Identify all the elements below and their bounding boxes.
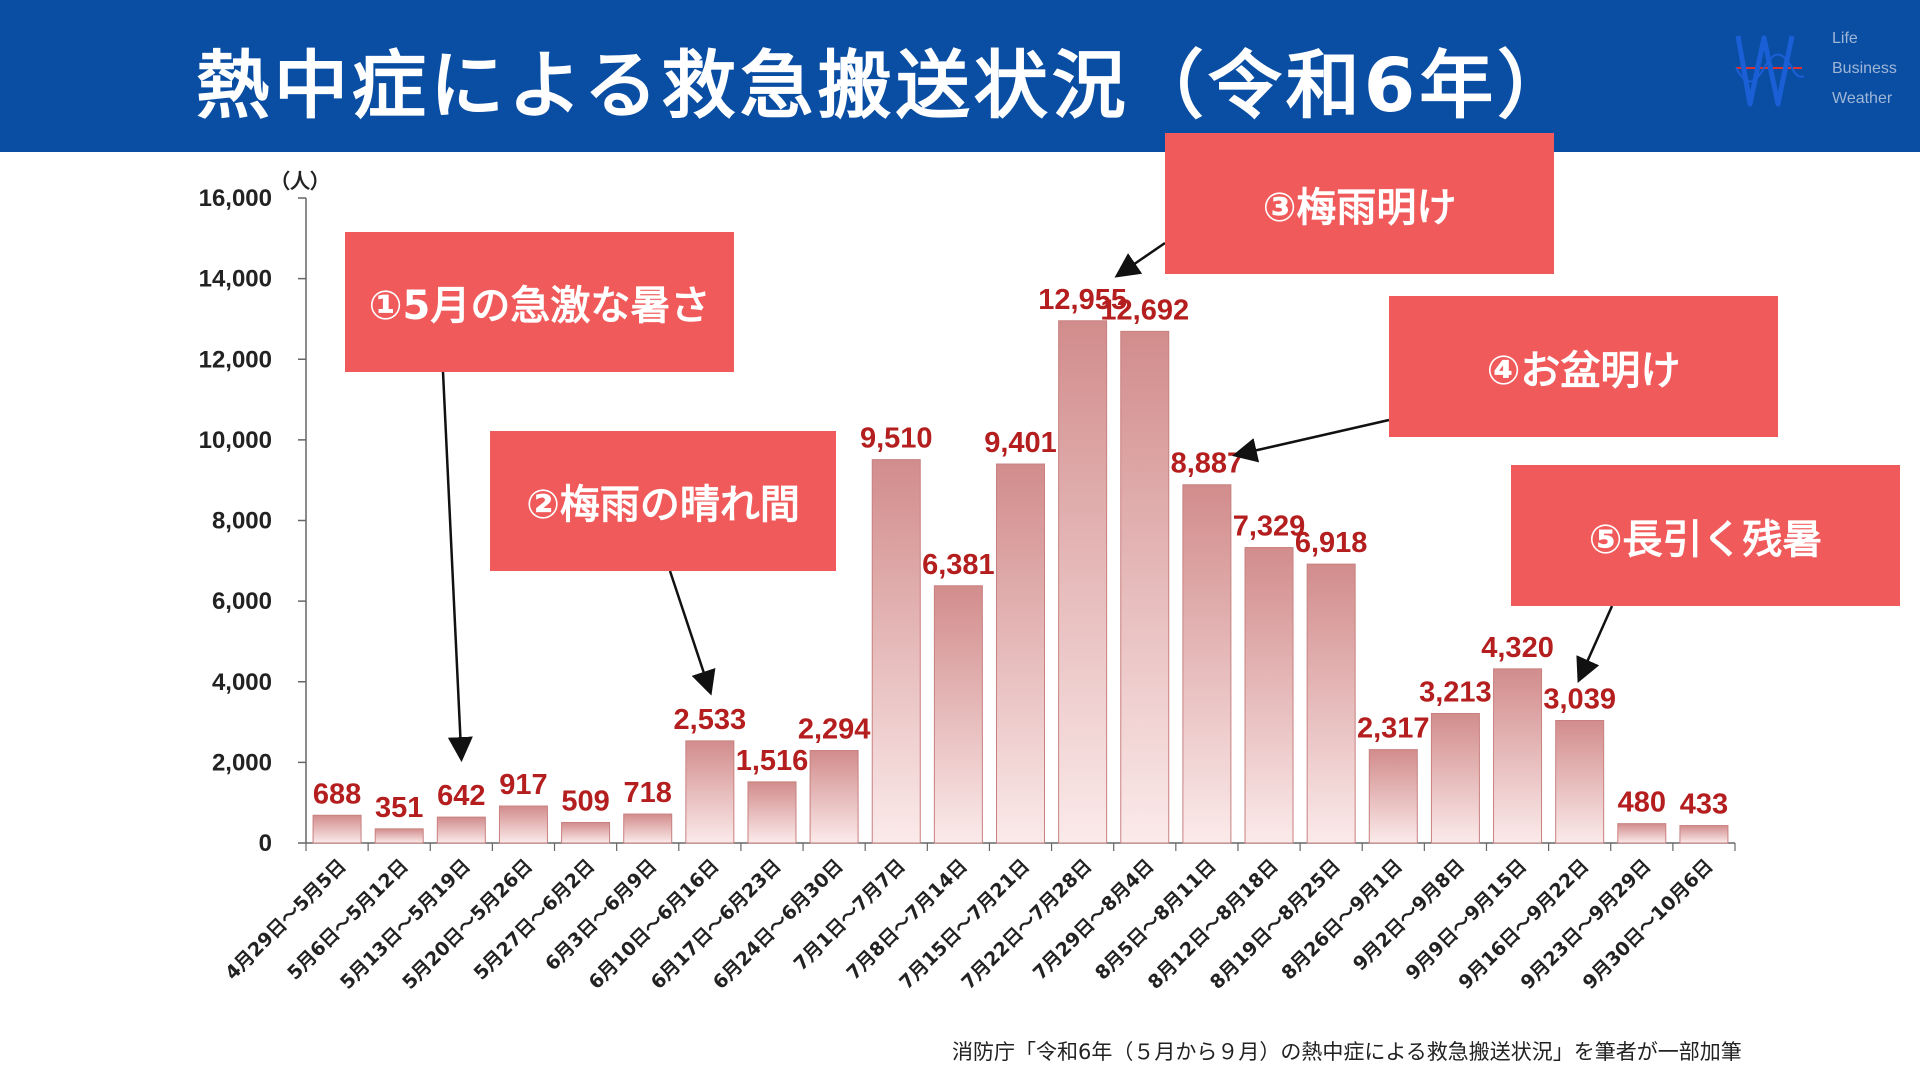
bar: [312, 814, 362, 844]
logo-text-weather: Weather: [1832, 90, 1893, 107]
x-tick-label: 9月2日～9月8日: [1349, 855, 1469, 975]
logo-text-life: Life: [1832, 30, 1858, 47]
value-label: 6,918: [1295, 527, 1368, 559]
y-unit-label: （人）: [270, 169, 330, 193]
bar: [623, 813, 673, 844]
value-label: 642: [437, 780, 485, 812]
bar: [685, 740, 735, 844]
value-label: 1,516: [736, 745, 809, 777]
bar: [747, 781, 797, 844]
bar: [1058, 320, 1108, 844]
logo-text-business: Business: [1832, 60, 1897, 77]
bar: [871, 459, 921, 844]
value-label: 2,294: [798, 714, 871, 746]
value-label: 9,510: [860, 423, 933, 455]
bar: [933, 585, 983, 844]
value-label: 12,692: [1100, 294, 1189, 326]
value-label: 9,401: [984, 427, 1057, 459]
value-label: 12,955: [1038, 284, 1127, 316]
value-label: 2,317: [1357, 713, 1430, 745]
bar: [1555, 719, 1605, 844]
callout-obon-end: ④お盆明け: [1389, 296, 1778, 437]
callout-arrow: [1576, 605, 1614, 684]
bar: [1120, 330, 1170, 844]
callout-rainy-break: ②梅雨の晴れ間: [490, 431, 836, 571]
bar: [996, 463, 1045, 844]
title-banner: [0, 0, 1920, 152]
bar: [1368, 749, 1418, 844]
bar: [1182, 484, 1232, 844]
value-label: 7,329: [1233, 511, 1306, 543]
bar: [1244, 547, 1294, 844]
source-note: 消防庁「令和6年（５月から９月）の熱中症による救急搬送状況」を筆者が一部加筆: [952, 1040, 1742, 1064]
y-tick-label: 4,000: [212, 669, 272, 696]
y-tick-label: 8,000: [212, 508, 272, 535]
x-tick-label: 7月1日～7月7日: [790, 855, 910, 975]
bar: [1679, 825, 1729, 844]
callout-arrow: [668, 570, 716, 696]
y-tick-label: 10,000: [199, 427, 272, 454]
y-tick-label: 12,000: [199, 346, 272, 373]
value-label: 718: [624, 777, 672, 809]
value-label: 509: [561, 785, 609, 817]
callout-arrow: [441, 371, 473, 763]
y-tick-label: 2,000: [212, 749, 272, 776]
value-label: 2,533: [674, 704, 747, 736]
callout-arrow: [1232, 418, 1390, 463]
value-label: 8,887: [1171, 448, 1244, 480]
bar: [498, 805, 548, 844]
y-tick-label: 6,000: [212, 588, 272, 615]
callout-lingering-heat: ⑤長引く残暑: [1511, 465, 1900, 606]
y-tick-label: 0: [259, 830, 272, 857]
callout-arrow: [1114, 241, 1166, 278]
bar: [374, 828, 424, 844]
value-label: 433: [1680, 789, 1728, 821]
y-tick-label: 16,000: [199, 185, 272, 212]
bar: [561, 821, 611, 844]
value-label: 917: [499, 769, 547, 801]
value-label: 688: [313, 778, 361, 810]
bar: [436, 816, 486, 844]
bar: [1430, 712, 1480, 844]
bar: [1306, 563, 1356, 844]
page-title: 熱中症による救急搬送状況（令和6年）: [196, 43, 1576, 129]
value-label: 6,381: [922, 549, 995, 581]
bar: [809, 750, 859, 844]
value-label: 4,320: [1481, 632, 1554, 664]
value-label: 351: [375, 792, 423, 824]
x-tick-label: 6月3日～6月9日: [541, 855, 661, 975]
bar: [1617, 823, 1667, 844]
callout-rainy-season-end: ③梅雨明け: [1165, 133, 1554, 274]
logo-mark-icon: [1735, 35, 1805, 107]
callout-may-heat: ①5月の急激な暑さ: [345, 232, 734, 372]
value-label: 3,213: [1419, 676, 1492, 708]
y-tick-label: 14,000: [199, 266, 272, 293]
value-label: 480: [1618, 787, 1666, 819]
bar: [1493, 668, 1543, 844]
value-label: 3,039: [1543, 683, 1616, 715]
